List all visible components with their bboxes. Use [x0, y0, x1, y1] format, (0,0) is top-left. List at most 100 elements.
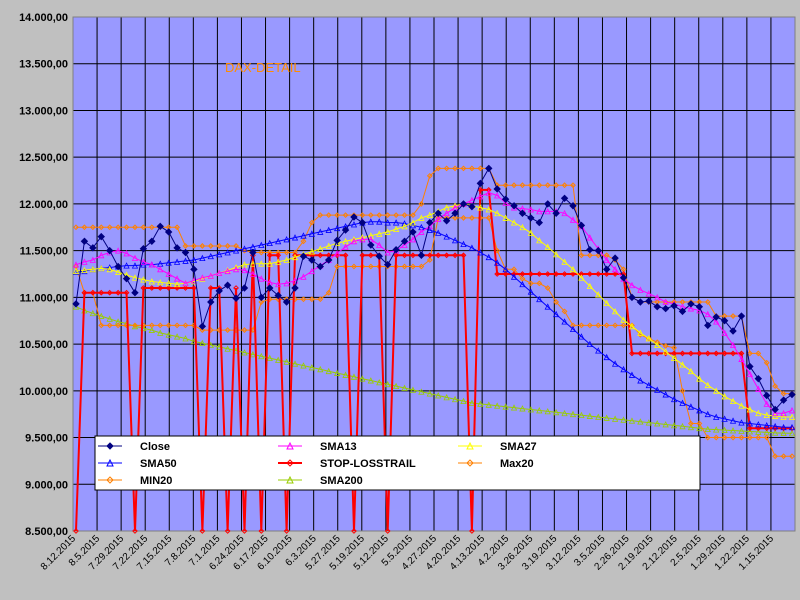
point-stop-losstrail: [199, 528, 206, 534]
point-stop-losstrail: [233, 285, 239, 291]
point-sma13: [275, 280, 282, 288]
point-sma13: [140, 258, 147, 265]
point-stop-losstrail: [460, 252, 467, 259]
point-stop-losstrail: [342, 252, 349, 259]
point-stop-losstrail: [241, 528, 248, 534]
point-close: [594, 246, 602, 255]
point-sma27: [401, 222, 408, 230]
point-close: [333, 236, 341, 245]
point-min20: [679, 387, 686, 394]
point-stop-losstrail: [704, 350, 711, 357]
point-min20: [570, 322, 576, 329]
point-sma200: [637, 418, 644, 425]
point-sma50: [384, 219, 391, 226]
point-close: [139, 245, 148, 253]
point-max20: [98, 224, 105, 231]
point-min20: [595, 322, 602, 329]
point-stop-losstrail: [182, 285, 189, 291]
point-sma27: [578, 274, 585, 281]
y-tick-label: 12.500,00: [19, 152, 68, 164]
point-max20: [746, 350, 753, 357]
point-sma50: [266, 239, 273, 247]
point-stop-losstrail: [115, 289, 122, 296]
point-max20: [115, 224, 122, 231]
point-sma13: [502, 199, 509, 206]
point-sma200: [578, 411, 585, 419]
point-close: [501, 195, 510, 203]
point-stop-losstrail: [283, 528, 290, 534]
point-min20: [435, 215, 442, 221]
point-sma13: [780, 409, 787, 417]
point-min20: [367, 263, 374, 270]
point-stop-losstrail: [679, 350, 686, 357]
point-sma27: [72, 267, 80, 275]
point-sma27: [325, 242, 332, 249]
point-sma27: [687, 367, 695, 375]
point-sma50: [451, 236, 459, 244]
point-sma27: [140, 276, 147, 283]
point-stop-losstrail: [519, 271, 526, 277]
point-sma13: [384, 249, 391, 256]
point-sma13: [561, 209, 568, 217]
point-close: [771, 405, 779, 414]
point-max20: [511, 182, 517, 189]
point-min20: [730, 434, 736, 441]
point-stop-losstrail: [132, 528, 138, 534]
point-max20: [468, 165, 475, 172]
chart-title: DAX-DETAIL: [225, 60, 301, 75]
point-sma13: [333, 250, 341, 257]
point-max20: [106, 224, 113, 231]
point-sma50: [199, 254, 206, 262]
point-close: [746, 362, 754, 371]
point-sma27: [477, 204, 484, 211]
point-min20: [519, 275, 526, 282]
point-sma13: [704, 310, 711, 318]
point-sma200: [713, 426, 720, 433]
point-stop-losstrail: [553, 271, 560, 277]
point-close: [400, 237, 409, 245]
point-max20: [258, 249, 265, 256]
point-max20: [325, 212, 332, 219]
point-close: [97, 232, 105, 241]
point-close: [560, 194, 569, 203]
point-min20: [561, 308, 568, 315]
point-min20: [132, 322, 138, 329]
point-sma27: [308, 248, 316, 255]
legend-item-max20: Max20: [458, 458, 534, 470]
point-sma27: [780, 413, 787, 420]
point-stop-losstrail: [224, 528, 231, 534]
point-stop-losstrail: [527, 271, 534, 277]
point-sma50: [173, 258, 181, 265]
point-sma27: [317, 245, 324, 252]
point-sma50: [704, 410, 711, 418]
point-sma50: [788, 423, 796, 431]
point-sma27: [266, 260, 273, 267]
point-sma200: [376, 379, 383, 386]
point-sma200: [409, 386, 417, 393]
point-stop-losstrail: [570, 271, 576, 277]
point-stop-losstrail: [612, 271, 619, 277]
point-sma13: [788, 407, 796, 414]
point-close: [291, 284, 299, 292]
point-sma13: [713, 318, 720, 325]
point-sma27: [106, 265, 113, 273]
point-close: [282, 298, 291, 306]
point-sma27: [788, 413, 796, 420]
point-sma27: [654, 341, 661, 348]
point-max20: [586, 252, 593, 259]
point-min20: [224, 327, 231, 333]
point-sma50: [325, 226, 332, 233]
point-stop-losstrail: [275, 252, 282, 259]
point-min20: [418, 263, 425, 270]
point-close: [518, 209, 527, 217]
legend-marker: [106, 458, 114, 467]
point-close: [232, 294, 240, 303]
point-min20: [772, 453, 779, 460]
point-close: [788, 390, 796, 399]
point-sma200: [561, 409, 568, 417]
point-close: [763, 391, 771, 400]
series-sma50: [72, 218, 796, 431]
point-min20: [780, 453, 787, 460]
point-sma13: [729, 341, 737, 348]
